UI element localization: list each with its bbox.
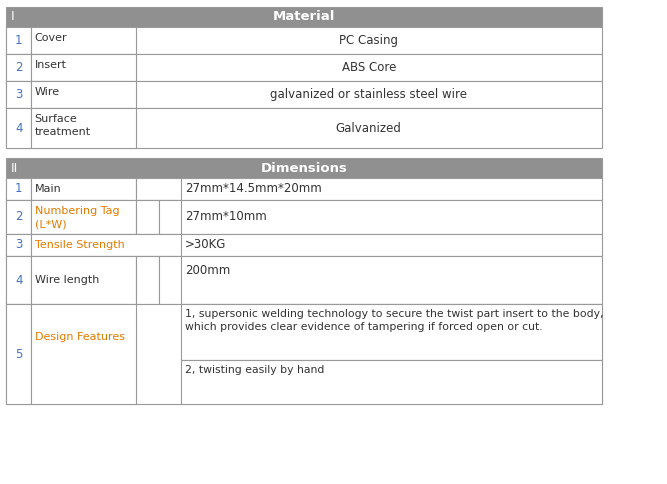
Bar [7, 256, 602, 304]
Bar [31, 81, 136, 108]
Text: 27mm*10mm: 27mm*10mm [185, 211, 267, 224]
Bar [7, 234, 602, 256]
Text: 1: 1 [15, 34, 23, 47]
Bar [7, 200, 31, 234]
Bar [7, 200, 602, 234]
Bar [181, 304, 602, 360]
Text: Insert: Insert [35, 60, 67, 70]
Bar [7, 81, 602, 108]
Bar [7, 81, 31, 108]
Bar [31, 256, 136, 304]
Text: 4: 4 [15, 121, 23, 135]
Bar [7, 108, 31, 148]
Text: I: I [11, 11, 15, 24]
Bar [7, 304, 31, 404]
Text: Material: Material [273, 11, 336, 24]
Bar [181, 360, 602, 404]
Text: 1, supersonic welding technology to secure the twist part insert to the body,
wh: 1, supersonic welding technology to secu… [185, 309, 604, 332]
Text: ABS Core: ABS Core [342, 61, 396, 74]
Bar [31, 200, 136, 234]
Text: Dimensions: Dimensions [261, 162, 348, 175]
Text: >30KG: >30KG [185, 239, 227, 252]
Bar [7, 108, 602, 148]
Text: galvanized or stainless steel wire: galvanized or stainless steel wire [270, 88, 468, 101]
Bar [159, 256, 181, 304]
Bar [7, 256, 31, 304]
Text: 3: 3 [15, 239, 23, 252]
Text: Wire: Wire [35, 87, 60, 97]
Text: 2: 2 [15, 211, 23, 224]
Text: 3: 3 [15, 88, 23, 101]
Bar [7, 54, 31, 81]
Text: 1: 1 [15, 182, 23, 196]
Bar [136, 178, 181, 200]
Bar [31, 178, 136, 200]
Bar [7, 27, 602, 54]
Bar [31, 234, 181, 256]
Bar [7, 304, 602, 404]
Text: Galvanized: Galvanized [336, 121, 402, 135]
Bar [7, 234, 31, 256]
Bar [7, 54, 602, 81]
Bar [7, 178, 31, 200]
Text: Design Features: Design Features [35, 332, 125, 342]
Bar [7, 27, 31, 54]
Bar [31, 27, 136, 54]
Bar [31, 108, 136, 148]
Text: Main: Main [35, 184, 61, 194]
Text: Tensile Strength: Tensile Strength [35, 240, 124, 250]
Text: 27mm*14.5mm*20mm: 27mm*14.5mm*20mm [185, 182, 321, 196]
Bar [136, 200, 159, 234]
Bar [7, 7, 602, 27]
Bar [31, 304, 136, 404]
Text: Cover: Cover [35, 33, 67, 43]
Text: 4: 4 [15, 273, 23, 287]
Text: 2: 2 [15, 61, 23, 74]
Text: PC Casing: PC Casing [340, 34, 398, 47]
Bar [7, 158, 602, 178]
Bar [31, 54, 136, 81]
Bar [7, 178, 602, 200]
Text: Wire length: Wire length [35, 275, 99, 285]
Bar [159, 200, 181, 234]
Text: Numbering Tag
(L*W): Numbering Tag (L*W) [35, 206, 119, 229]
Text: 5: 5 [15, 348, 23, 361]
Text: Surface
treatment: Surface treatment [35, 114, 91, 137]
Text: 2, twisting easily by hand: 2, twisting easily by hand [185, 365, 324, 375]
Text: 200mm: 200mm [185, 264, 230, 277]
Bar [136, 256, 159, 304]
Text: II: II [11, 162, 18, 175]
